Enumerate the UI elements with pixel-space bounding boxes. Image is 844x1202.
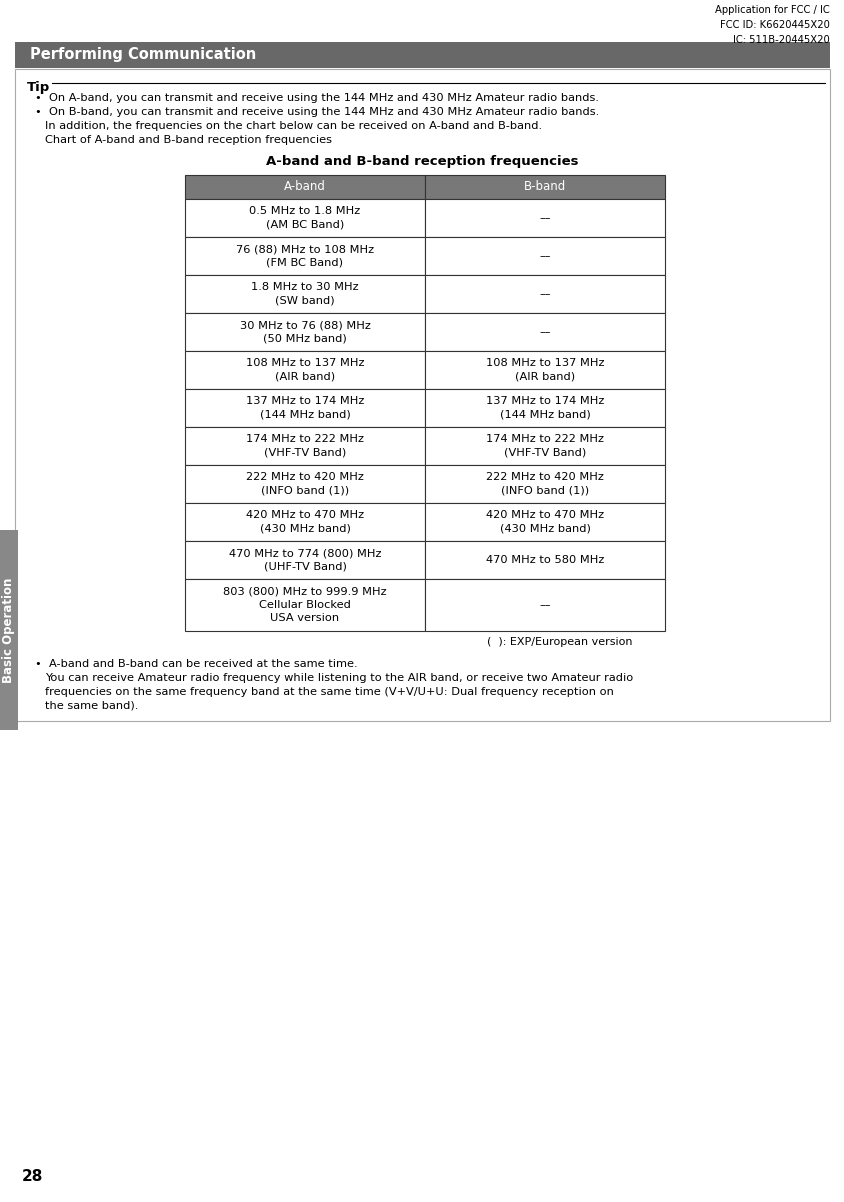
- Text: frequencies on the same frequency band at the same time (V+V/U+U: Dual frequency: frequencies on the same frequency band a…: [45, 688, 613, 697]
- Text: Chart of A-band and B-band reception frequencies: Chart of A-band and B-band reception fre…: [45, 135, 332, 145]
- Bar: [185, 389, 425, 427]
- Text: the same band).: the same band).: [45, 701, 138, 712]
- Bar: [185, 502, 425, 541]
- Text: 0.5 MHz to 1.8 MHz
(AM BC Band): 0.5 MHz to 1.8 MHz (AM BC Band): [249, 207, 360, 230]
- Text: Application for FCC / IC
FCC ID: K6620445X20
IC: 511B-20445X20: Application for FCC / IC FCC ID: K662044…: [714, 5, 829, 44]
- Text: 108 MHz to 137 MHz
(AIR band): 108 MHz to 137 MHz (AIR band): [485, 358, 603, 381]
- Text: 470 MHz to 774 (800) MHz
(UHF-TV Band): 470 MHz to 774 (800) MHz (UHF-TV Band): [229, 548, 381, 572]
- Bar: [425, 502, 664, 541]
- Text: 137 MHz to 174 MHz
(144 MHz band): 137 MHz to 174 MHz (144 MHz band): [485, 397, 603, 419]
- Text: •  On B-band, you can transmit and receive using the 144 MHz and 430 MHz Amateur: • On B-band, you can transmit and receiv…: [35, 107, 598, 117]
- Text: 30 MHz to 76 (88) MHz
(50 MHz band): 30 MHz to 76 (88) MHz (50 MHz band): [240, 321, 370, 344]
- Bar: [185, 351, 425, 389]
- Bar: [15, 42, 829, 69]
- Text: ––: ––: [538, 288, 550, 299]
- Text: ––: ––: [538, 251, 550, 261]
- Bar: [185, 313, 425, 351]
- Text: 420 MHz to 470 MHz
(430 MHz band): 420 MHz to 470 MHz (430 MHz band): [485, 511, 603, 534]
- Text: You can receive Amateur radio frequency while listening to the AIR band, or rece: You can receive Amateur radio frequency …: [45, 673, 632, 683]
- Text: 76 (88) MHz to 108 MHz
(FM BC Band): 76 (88) MHz to 108 MHz (FM BC Band): [235, 244, 374, 268]
- Text: ––: ––: [538, 600, 550, 609]
- Bar: [425, 427, 664, 465]
- Bar: [185, 541, 425, 579]
- Text: 174 MHz to 222 MHz
(VHF-TV Band): 174 MHz to 222 MHz (VHF-TV Band): [246, 434, 364, 458]
- Bar: [185, 579, 425, 631]
- Bar: [425, 579, 664, 631]
- Text: 108 MHz to 137 MHz
(AIR band): 108 MHz to 137 MHz (AIR band): [246, 358, 364, 381]
- Bar: [185, 175, 425, 200]
- Bar: [185, 465, 425, 502]
- Bar: [425, 200, 664, 237]
- Text: Tip: Tip: [27, 81, 50, 94]
- Text: 420 MHz to 470 MHz
(430 MHz band): 420 MHz to 470 MHz (430 MHz band): [246, 511, 364, 534]
- Bar: [185, 427, 425, 465]
- Bar: [425, 275, 664, 313]
- Text: 28: 28: [22, 1170, 43, 1184]
- Bar: [185, 275, 425, 313]
- Bar: [15, 69, 829, 721]
- Bar: [425, 237, 664, 275]
- Bar: [185, 200, 425, 237]
- Text: 174 MHz to 222 MHz
(VHF-TV Band): 174 MHz to 222 MHz (VHF-TV Band): [485, 434, 603, 458]
- Text: 137 MHz to 174 MHz
(144 MHz band): 137 MHz to 174 MHz (144 MHz band): [246, 397, 364, 419]
- Text: 222 MHz to 420 MHz
(INFO band (1)): 222 MHz to 420 MHz (INFO band (1)): [246, 472, 364, 495]
- Text: B-band: B-band: [523, 180, 565, 194]
- Text: 803 (800) MHz to 999.9 MHz
Cellular Blocked
USA version: 803 (800) MHz to 999.9 MHz Cellular Bloc…: [223, 587, 387, 623]
- Bar: [425, 541, 664, 579]
- Text: Basic Operation: Basic Operation: [3, 577, 15, 683]
- Text: A-band: A-band: [284, 180, 326, 194]
- Text: ––: ––: [538, 213, 550, 224]
- Text: ––: ––: [538, 327, 550, 337]
- Text: (  ): EXP/European version: ( ): EXP/European version: [487, 637, 632, 647]
- Bar: [425, 351, 664, 389]
- Text: •  A-band and B-band can be received at the same time.: • A-band and B-band can be received at t…: [35, 659, 357, 670]
- Text: 1.8 MHz to 30 MHz
(SW band): 1.8 MHz to 30 MHz (SW band): [251, 282, 359, 305]
- Bar: [425, 389, 664, 427]
- Bar: [425, 175, 664, 200]
- Bar: [0, 530, 18, 730]
- Bar: [425, 465, 664, 502]
- Text: In addition, the frequencies on the chart below can be received on A-band and B-: In addition, the frequencies on the char…: [45, 121, 542, 131]
- Text: 470 MHz to 580 MHz: 470 MHz to 580 MHz: [485, 555, 603, 565]
- Text: Performing Communication: Performing Communication: [30, 48, 256, 63]
- Bar: [425, 313, 664, 351]
- Bar: [185, 237, 425, 275]
- Text: 222 MHz to 420 MHz
(INFO band (1)): 222 MHz to 420 MHz (INFO band (1)): [485, 472, 603, 495]
- Text: •  On A-band, you can transmit and receive using the 144 MHz and 430 MHz Amateur: • On A-band, you can transmit and receiv…: [35, 93, 598, 103]
- Text: A-band and B-band reception frequencies: A-band and B-band reception frequencies: [266, 155, 578, 168]
